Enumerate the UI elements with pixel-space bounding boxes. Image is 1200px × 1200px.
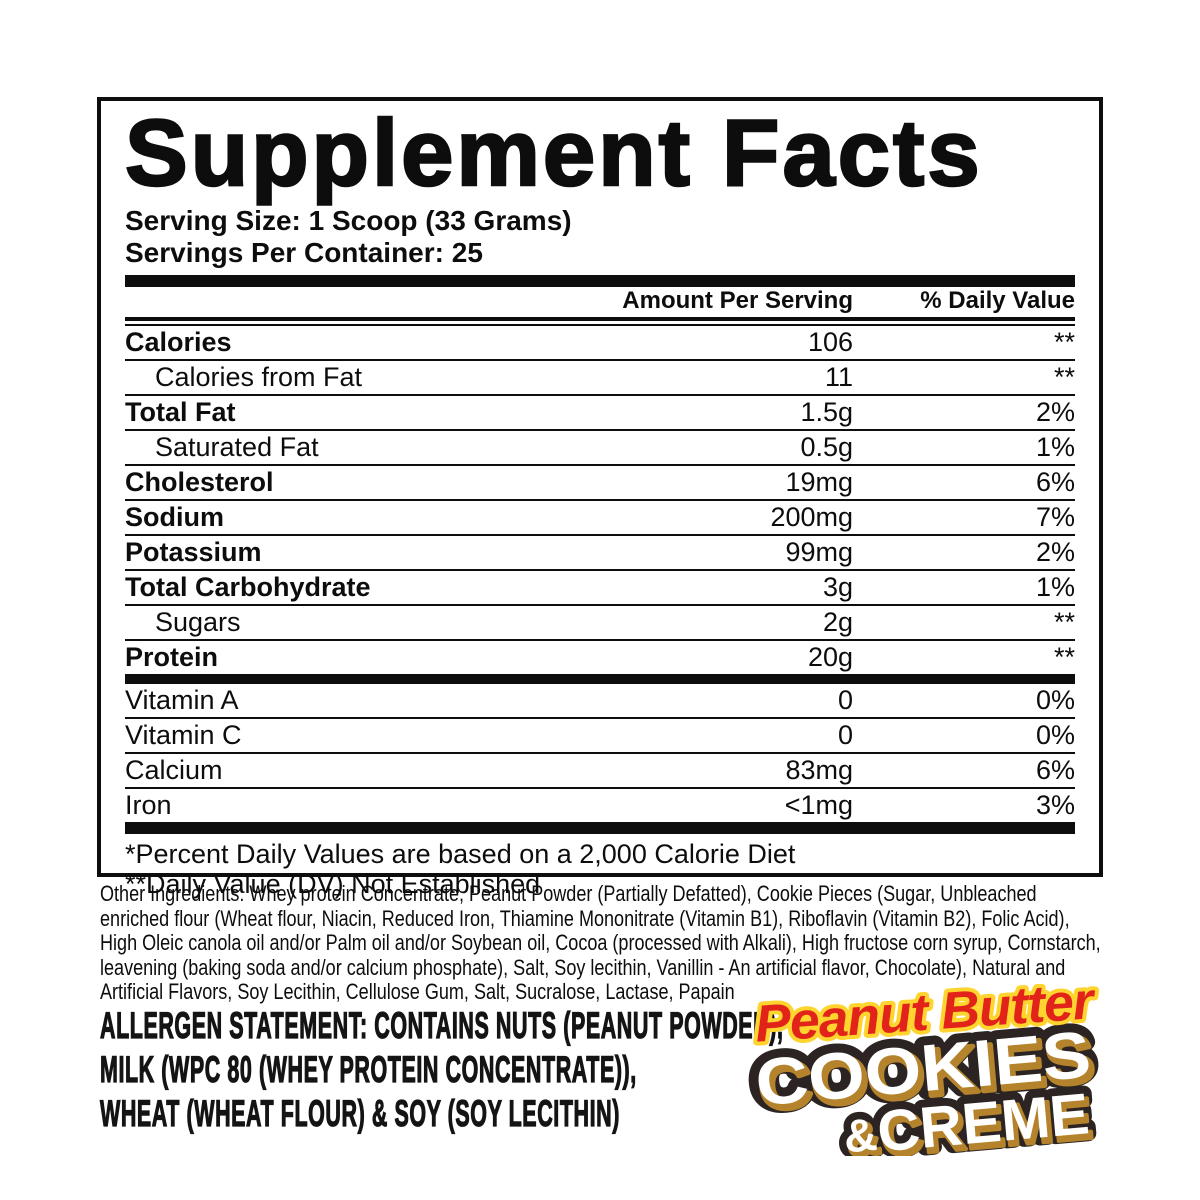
nutrient-amount: 11 [824, 362, 853, 392]
nutrient-amount: 0.5g [800, 432, 853, 462]
divider-thick-bar [125, 674, 1075, 684]
nutrient-dv: 6% [1035, 755, 1075, 785]
supplement-facts-panel: Supplement Facts Serving Size: 1 Scoop (… [97, 97, 1103, 899]
allergen-line: ALLERGEN STATEMENT: CONTAINS NUTS (PEANU… [100, 1004, 784, 1046]
amount-column-header: Amount Per Serving [622, 287, 853, 314]
other-ingredients: Other Ingredients: Whey protein Concentr… [100, 881, 1101, 1004]
table-row-vitamin-a: Vitamin A 0 0% [125, 684, 1075, 717]
nutrient-amount: 99mg [785, 537, 853, 567]
nutrient-dv: ** [1053, 327, 1075, 357]
nutrient-dv: 7% [1035, 502, 1075, 532]
nutrient-dv: 1% [1035, 432, 1075, 462]
creme-wordmark: & CREME & CREME & CREME [834, 1073, 1100, 1156]
dv-column-header: % Daily Value [920, 287, 1075, 314]
nutrient-dv: 2% [1035, 537, 1075, 567]
nutrient-label: Total Carbohydrate [125, 572, 371, 602]
table-row-calcium: Calcium 83mg 6% [125, 752, 1075, 787]
nutrient-label: Protein [125, 642, 219, 672]
table-row-calories-from-fat: Calories from Fat 11 ** [125, 359, 1075, 394]
nutrient-label: Sugars [155, 607, 241, 637]
nutrient-amount: 1.5g [800, 397, 853, 427]
nutrient-label: Total Fat [125, 397, 236, 427]
footnote-percent-dv: *Percent Daily Values are based on a 2,0… [125, 839, 796, 869]
nutrient-label: Cholesterol [125, 467, 274, 497]
nutrient-amount: 20g [807, 642, 853, 672]
nutrient-label: Vitamin A [125, 685, 239, 715]
nutrient-rows-vitamins: Vitamin A 0 0% Vitamin C 0 0% Calcium 83… [125, 684, 1075, 822]
nutrient-rows-main: Calories 106 ** Calories from Fat 11 ** … [125, 326, 1075, 674]
nutrient-label: Vitamin C [125, 720, 242, 750]
nutrient-label: Iron [125, 790, 172, 820]
footnote-dv-not-established: **Daily Value (DV) Not Established [125, 869, 541, 899]
nutrient-dv: 3% [1035, 790, 1075, 820]
nutrient-amount: 3g [822, 572, 853, 602]
nutrient-label: Potassium [125, 537, 262, 567]
allergen-line: WHEAT (WHEAT FLOUR) & SOY (SOY LECITHIN) [100, 1092, 620, 1134]
nutrient-label: Calcium [125, 755, 223, 785]
serving-info: Serving Size: 1 Scoop (33 Grams) Serving… [125, 205, 1075, 269]
ampersand-crumb-shadow: & [845, 1111, 883, 1156]
table-row-protein: Protein 20g ** [125, 639, 1075, 674]
ampersand-face: & [842, 1108, 880, 1156]
divider-thick-bar [125, 822, 1075, 834]
table-row-cholesterol: Cholesterol 19mg 6% [125, 464, 1075, 499]
nutrient-dv: ** [1053, 362, 1075, 392]
nutrient-amount: 83mg [785, 755, 853, 785]
nutrient-dv: 6% [1035, 467, 1075, 497]
table-row-sodium: Sodium 200mg 7% [125, 499, 1075, 534]
nutrient-dv: ** [1053, 607, 1075, 637]
column-headers: Amount Per Serving % Daily Value [125, 287, 1075, 315]
nutrient-label: Calories from Fat [155, 362, 363, 392]
nutrient-amount: 0 [837, 685, 853, 715]
flavor-logo: COOKIES COOKIES COOKIES & CREME & CREME … [743, 978, 1102, 1156]
table-row-total-carbohydrate: Total Carbohydrate 3g 1% [125, 569, 1075, 604]
nutrient-label: Saturated Fat [155, 432, 319, 462]
table-row-calories: Calories 106 ** [125, 326, 1075, 359]
nutrient-amount: 106 [807, 327, 853, 357]
allergen-line: MILK (WPC 80 (WHEY PROTEIN CONCENTRATE))… [100, 1048, 637, 1090]
nutrient-label: Calories [125, 327, 232, 357]
nutrient-label: Sodium [125, 502, 224, 532]
table-row-sugars: Sugars 2g ** [125, 604, 1075, 639]
table-row-iron: Iron <1mg 3% [125, 787, 1075, 822]
nutrient-dv: 2% [1035, 397, 1075, 427]
table-row-saturated-fat: Saturated Fat 0.5g 1% [125, 429, 1075, 464]
table-row-vitamin-c: Vitamin C 0 0% [125, 717, 1075, 752]
nutrient-amount: 200mg [770, 502, 853, 532]
nutrient-amount: <1mg [784, 790, 853, 820]
serving-size: Serving Size: 1 Scoop (33 Grams) [125, 205, 572, 236]
table-row-potassium: Potassium 99mg 2% [125, 534, 1075, 569]
nutrient-dv: 0% [1035, 685, 1075, 715]
servings-per-container: Servings Per Container: 25 [125, 237, 483, 268]
nutrient-amount: 19mg [785, 467, 853, 497]
nutrient-dv: ** [1053, 642, 1075, 672]
nutrient-amount: 0 [837, 720, 853, 750]
nutrient-amount: 2g [822, 607, 853, 637]
nutrient-dv: 1% [1035, 572, 1075, 602]
table-row-total-fat: Total Fat 1.5g 2% [125, 394, 1075, 429]
footnotes: *Percent Daily Values are based on a 2,0… [125, 834, 1075, 899]
nutrient-dv: 0% [1035, 720, 1075, 750]
allergen-statement: ALLERGEN STATEMENT: CONTAINS NUTS (PEANU… [100, 1004, 1098, 1136]
panel-title: Supplement Facts [124, 100, 983, 205]
divider-double-line [125, 317, 1075, 326]
divider-thick-bar [125, 275, 1075, 287]
